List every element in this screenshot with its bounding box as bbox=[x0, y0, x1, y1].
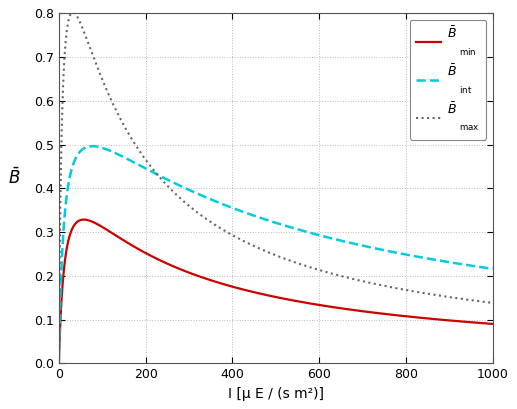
Y-axis label: $\bar{B}$: $\bar{B}$ bbox=[8, 168, 21, 188]
Legend: $\bar{B}$
   $_{\mathregular{min}}$, $\bar{B}$
   $_{\mathregular{int}}$, $\bar{: $\bar{B}$ $_{\mathregular{min}}$, $\bar{… bbox=[410, 20, 486, 139]
X-axis label: I [μ E / (s m²)]: I [μ E / (s m²)] bbox=[228, 387, 324, 401]
